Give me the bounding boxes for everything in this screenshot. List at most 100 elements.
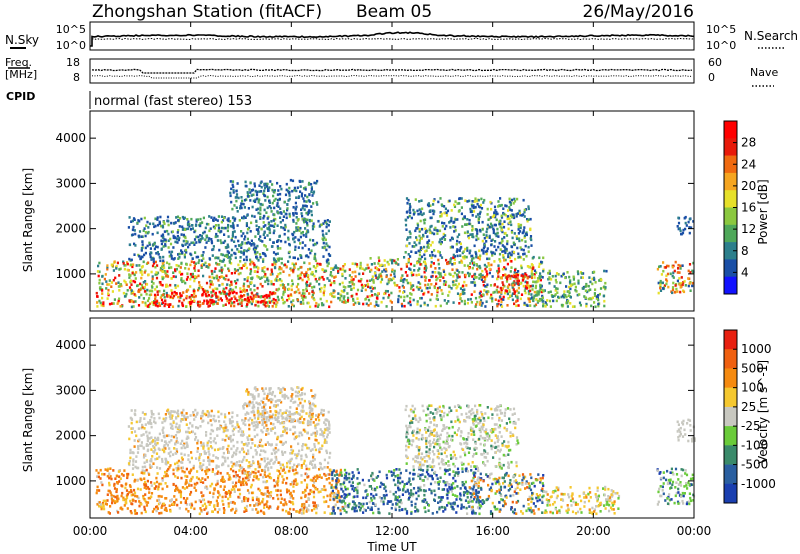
range-time-cell [223,254,227,258]
range-time-cell [455,242,458,246]
range-time-cell [297,288,300,291]
range-time-cell [349,285,352,288]
range-time-cell [249,269,253,273]
range-time-cell [498,295,502,299]
range-time-cell [193,299,196,302]
range-time-cell [271,263,274,266]
range-time-cell [237,495,240,499]
range-time-cell [412,284,415,287]
range-time-cell [231,411,234,414]
range-time-cell [221,283,224,286]
range-time-cell [288,469,291,473]
range-time-cell [420,237,423,240]
range-time-cell [500,276,503,280]
range-time-cell [370,289,373,293]
range-time-cell [216,219,219,222]
range-time-cell [262,216,265,220]
range-time-cell [184,267,187,270]
range-time-cell [145,487,148,490]
range-time-cell [113,298,116,301]
range-time-cell [379,274,383,278]
range-time-cell [255,208,258,211]
range-time-cell [226,299,229,303]
range-time-cell [490,243,493,247]
range-time-cell [148,293,151,297]
range-time-cell [436,277,439,280]
range-time-cell [207,421,210,425]
range-time-cell [161,233,165,236]
range-time-cell [240,206,243,210]
range-time-cell [266,195,269,199]
range-time-cell [140,217,143,221]
range-time-cell [333,276,336,279]
range-time-cell [150,270,153,274]
range-time-cell [589,280,592,284]
range-time-cell [314,448,317,452]
range-time-cell [453,262,456,265]
range-time-cell [431,270,434,274]
range-time-cell [101,275,104,278]
range-time-cell [174,286,177,289]
range-time-cell [200,414,203,418]
range-time-cell [216,502,219,505]
range-time-cell [691,281,694,285]
range-time-cell [446,209,450,213]
range-time-cell [210,291,213,294]
range-time-cell [298,274,301,277]
range-time-cell [507,252,510,256]
range-time-cell [133,480,136,483]
range-time-cell [233,300,236,304]
range-time-cell [412,273,415,277]
range-time-cell [160,506,163,509]
range-time-cell [657,291,660,295]
range-time-cell [483,280,486,283]
range-time-cell [465,284,468,287]
range-time-cell [247,207,250,210]
range-time-cell [174,484,178,488]
range-time-cell [452,301,455,304]
range-time-cell [513,197,516,201]
range-time-cell [268,231,271,235]
range-time-cell [254,246,258,250]
range-time-cell [200,444,203,447]
range-time-cell [223,264,227,267]
range-time-cell [151,232,154,236]
range-time-cell [291,449,295,453]
range-time-cell [506,304,509,307]
range-time-cell [222,287,225,291]
range-time-cell [96,270,100,273]
range-time-cell [134,409,137,412]
range-time-cell [262,233,265,236]
range-time-cell [244,417,247,420]
range-time-cell [366,283,370,286]
range-time-cell [590,304,593,308]
range-time-cell [424,283,427,287]
range-time-cell [227,235,230,238]
range-time-cell [295,290,298,294]
range-time-cell [491,297,494,300]
range-time-cell [281,508,284,512]
range-time-cell [276,295,279,299]
range-time-cell [539,272,542,275]
range-time-cell [272,283,275,286]
range-time-cell [221,499,224,503]
range-time-cell [661,281,664,285]
range-time-cell [161,262,164,265]
range-time-cell [593,278,596,281]
range-time-cell [523,234,526,238]
range-time-cell [475,303,478,306]
range-time-cell [516,246,519,250]
range-time-cell [234,485,237,488]
range-time-cell [160,239,163,243]
range-time-cell [463,231,467,235]
range-time-cell [439,242,442,246]
range-time-cell [560,303,563,307]
range-time-cell [508,217,511,220]
range-time-cell [201,477,204,480]
range-time-cell [257,304,260,308]
range-time-cell [508,197,511,201]
range-time-cell [143,472,146,475]
range-time-cell [426,235,429,238]
range-time-cell [286,490,289,494]
range-time-cell [137,447,140,451]
